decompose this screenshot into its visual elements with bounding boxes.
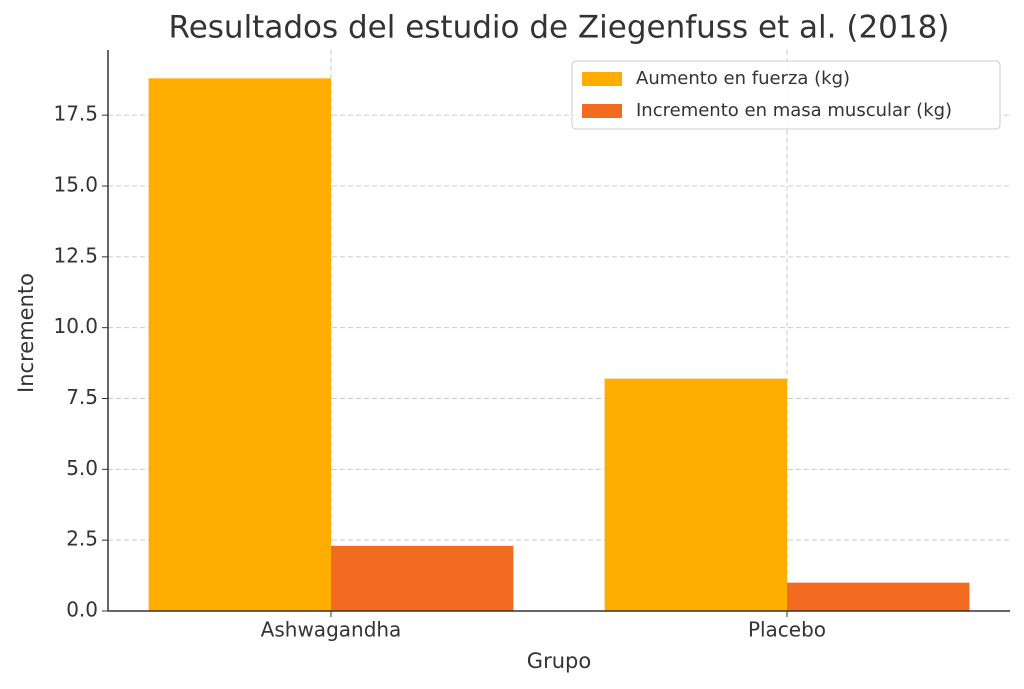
y-tick-label: 12.5 (53, 243, 98, 267)
chart-title: Resultados del estudio de Ziegenfuss et … (169, 10, 950, 46)
legend-label: Aumento en fuerza (kg) (636, 68, 850, 89)
y-tick-label: 17.5 (53, 102, 98, 126)
legend-swatch (582, 72, 622, 86)
x-axis-label: Grupo (527, 649, 591, 673)
y-tick-label: 15.0 (53, 173, 98, 197)
x-tick-label: Placebo (748, 618, 826, 642)
bar (787, 582, 970, 611)
legend: Aumento en fuerza (kg) Incremento en masa… (571, 60, 1001, 130)
y-tick-label: 7.5 (66, 385, 98, 409)
y-tick-label: 2.5 (66, 527, 98, 551)
y-axis-label: Incremento (14, 273, 38, 393)
bar (331, 545, 514, 611)
y-tick-label: 0.0 (66, 598, 98, 622)
bar (148, 78, 331, 612)
legend-label: Incremento en masa muscular (kg) (636, 100, 952, 121)
bar (604, 378, 787, 611)
y-tick-label: 5.0 (66, 456, 98, 480)
legend-swatch (582, 104, 622, 118)
y-tick-label: 10.0 (53, 314, 98, 338)
legend-box (571, 60, 1001, 130)
x-tick-label: Ashwagandha (261, 618, 402, 642)
